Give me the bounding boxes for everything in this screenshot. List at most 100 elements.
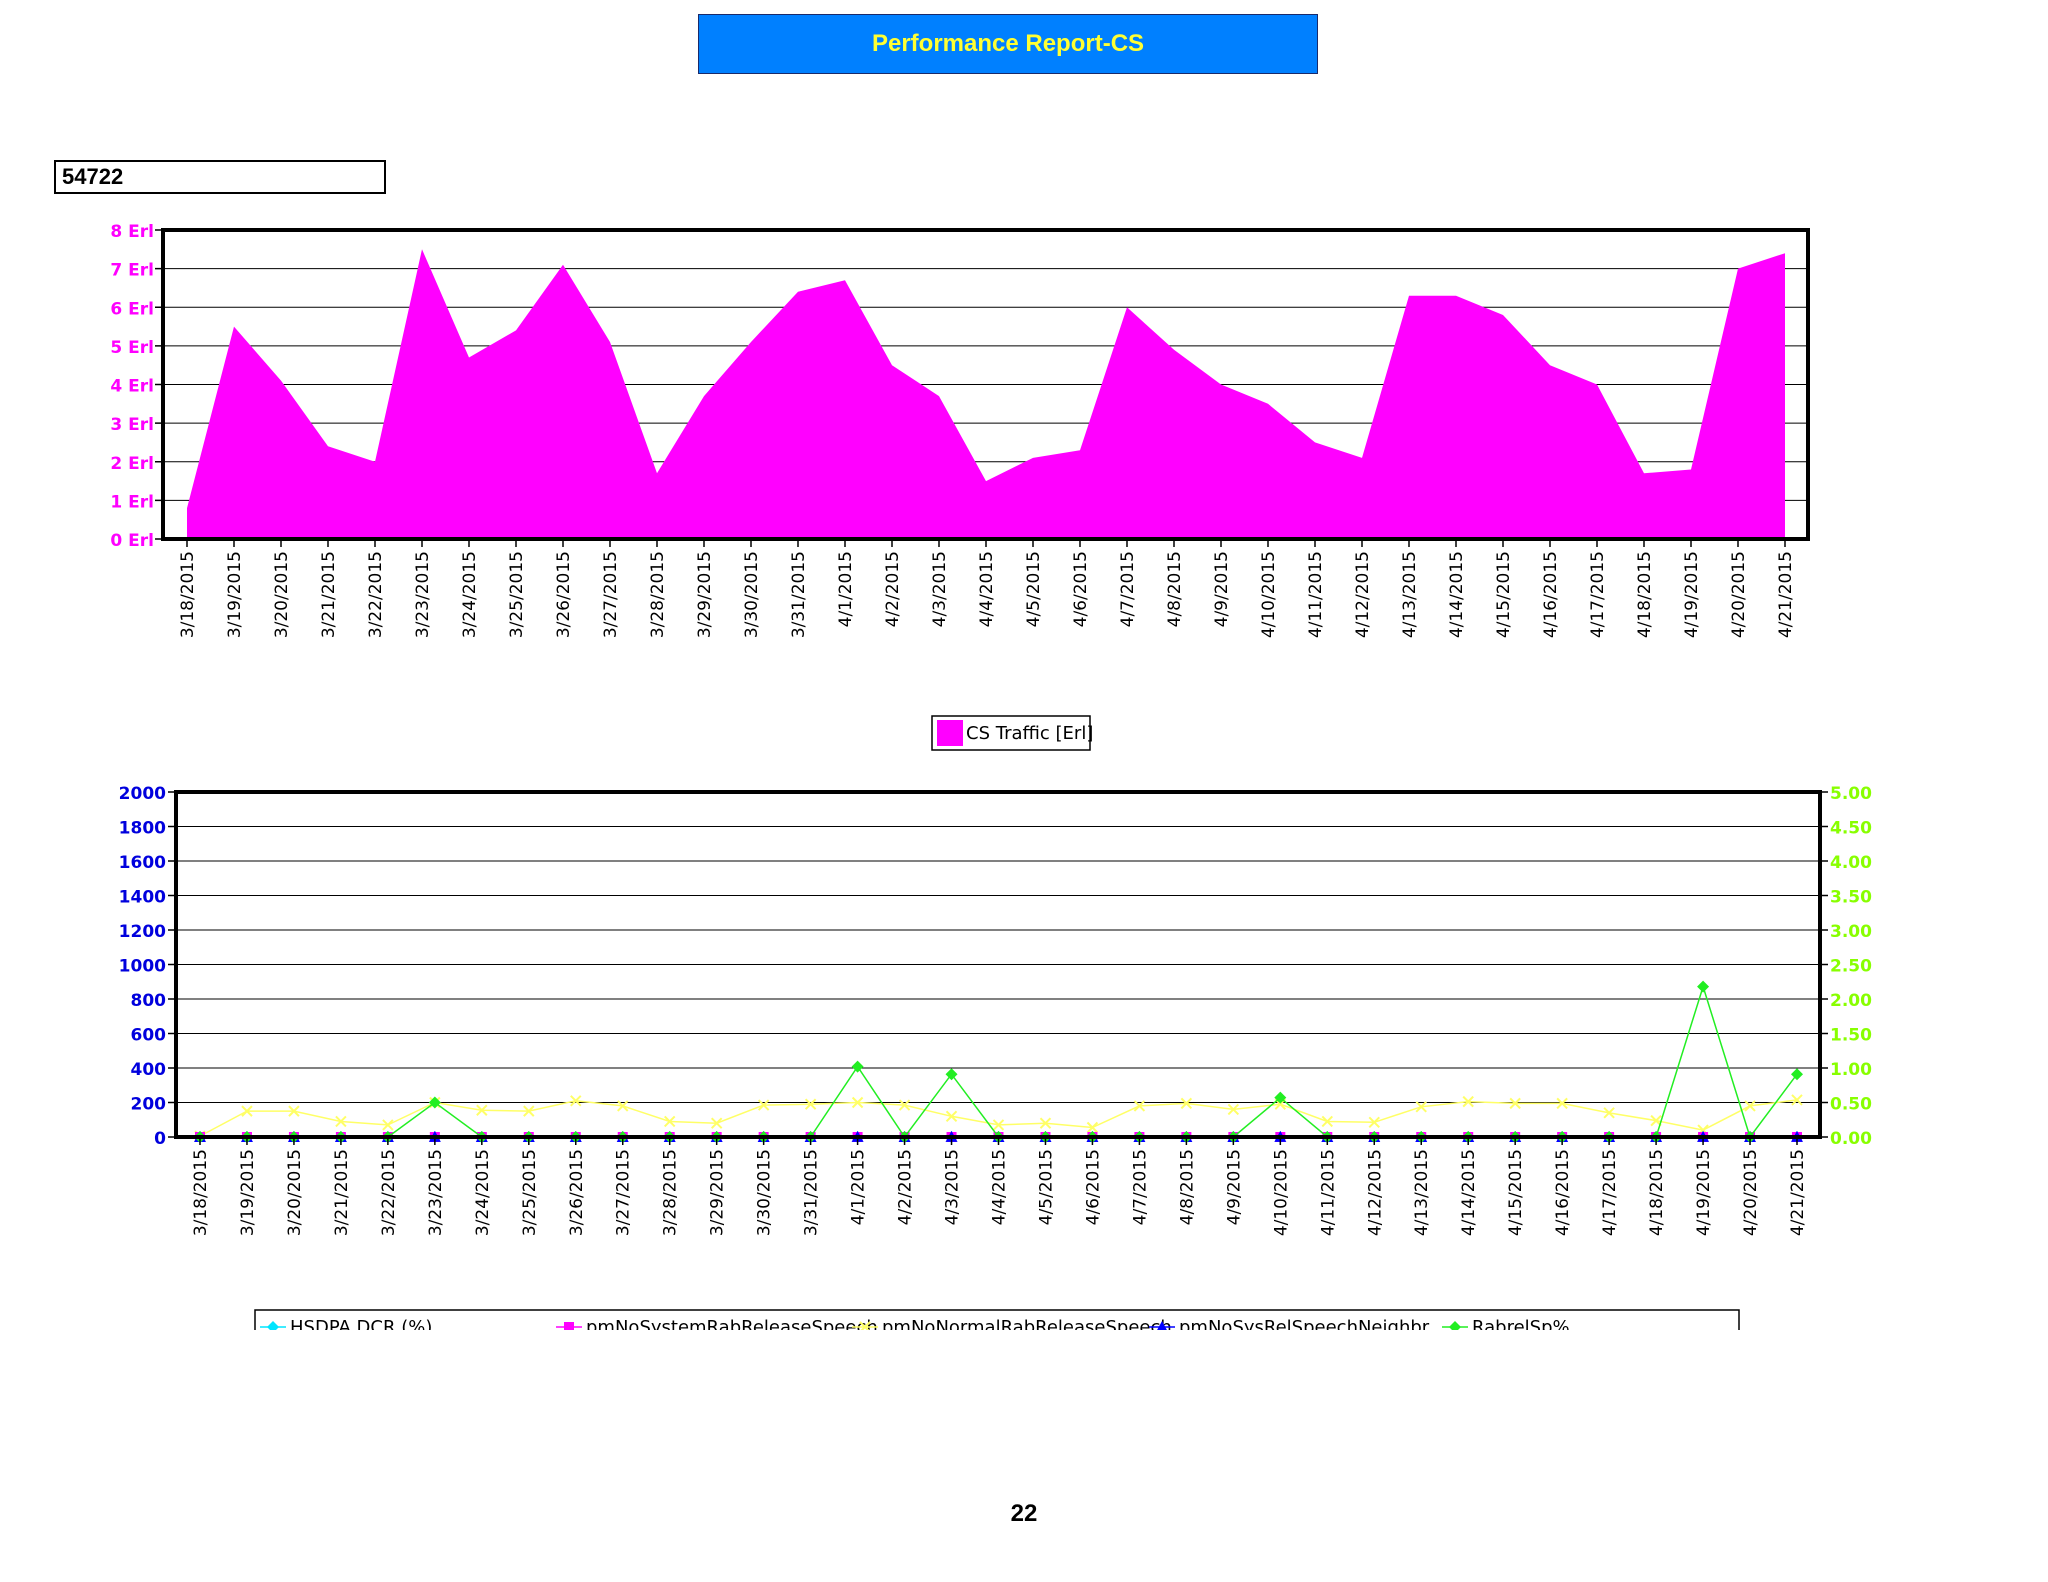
- x-tick-label: 3/25/2015: [520, 1149, 540, 1236]
- y-left-tick-label: 1600: [119, 853, 166, 873]
- x-tick-label: 4/16/2015: [1553, 1149, 1573, 1236]
- legend-pm-no-system-rab-release-speech-point: [564, 1322, 574, 1330]
- x-tick-label: 3/29/2015: [708, 1149, 728, 1236]
- y-left-tick-label: 200: [131, 1095, 167, 1115]
- x-tick-label: 4/7/2015: [1130, 1149, 1150, 1225]
- x-tick-label: 4/19/2015: [1682, 551, 1702, 638]
- x-tick-label: 4/10/2015: [1271, 1149, 1291, 1236]
- x-tick-label: 4/9/2015: [1224, 1149, 1244, 1225]
- y-right-tick-label: 4.00: [1830, 853, 1872, 873]
- x-tick-label: 4/8/2015: [1177, 1149, 1197, 1225]
- x-tick-label: 3/24/2015: [460, 551, 480, 638]
- y-right-tick-label: 0.00: [1830, 1129, 1872, 1149]
- pm-no-normal-rab-release-speech-point: [1039, 1117, 1052, 1129]
- x-tick-label: 3/23/2015: [413, 551, 433, 638]
- legend-label: HSDPA DCR (%): [290, 1317, 432, 1330]
- pm-no-normal-rab-release-speech-point: [851, 1096, 864, 1109]
- legend-label: pmNoSysRelSpeechNeighbr: [1179, 1317, 1430, 1330]
- x-tick-label: 3/23/2015: [426, 1149, 446, 1236]
- legend-swatch: [937, 720, 963, 746]
- pm-no-normal-rab-release-speech-point: [382, 1119, 394, 1131]
- rabrel-sp-point: [428, 1096, 441, 1109]
- x-tick-label: 3/21/2015: [332, 1149, 352, 1236]
- pm-no-normal-rab-release-speech-point: [1180, 1097, 1193, 1110]
- cs-traffic-area: [187, 249, 1785, 540]
- legend-label: pmNoNormalRabReleaseSpeech: [882, 1317, 1172, 1330]
- pm-no-normal-rab-release-speech-point: [288, 1105, 300, 1117]
- x-tick-label: 4/17/2015: [1600, 1149, 1620, 1236]
- legend-label: pmNoSystemRabReleaseSpeech: [586, 1317, 878, 1330]
- x-tick-label: 3/31/2015: [789, 551, 809, 638]
- x-tick-label: 4/2/2015: [896, 1149, 916, 1225]
- x-tick-label: 4/13/2015: [1400, 551, 1420, 638]
- x-tick-label: 3/18/2015: [191, 1149, 211, 1236]
- x-tick-label: 4/15/2015: [1506, 1149, 1526, 1236]
- pm-no-normal-rab-release-speech-point: [1556, 1097, 1568, 1110]
- rabrel-sp-point: [1697, 980, 1710, 993]
- x-tick-label: 4/5/2015: [1036, 1149, 1056, 1225]
- pm-no-normal-rab-release-speech-point: [663, 1115, 676, 1128]
- pm-no-normal-rab-release-speech-point: [1462, 1095, 1474, 1108]
- pm-no-normal-rab-release-speech-point: [1227, 1103, 1240, 1116]
- x-tick-label: 4/20/2015: [1741, 1149, 1761, 1236]
- y-left-tick-label: 1200: [119, 922, 166, 942]
- x-tick-label: 3/27/2015: [614, 1149, 634, 1236]
- rabrel-sp-point: [851, 1060, 864, 1073]
- x-tick-label: 4/6/2015: [1083, 1149, 1103, 1225]
- legend-label: RabrelSp%: [1472, 1317, 1570, 1330]
- pm-no-normal-rab-release-speech-point: [1086, 1121, 1099, 1134]
- report-title: Performance Report-CS: [871, 30, 1145, 57]
- x-tick-label: 4/1/2015: [836, 551, 856, 627]
- x-tick-label: 4/1/2015: [849, 1149, 869, 1225]
- x-tick-label: 3/19/2015: [225, 551, 245, 638]
- y-right-tick-label: 2.00: [1830, 991, 1872, 1011]
- legend-rabrel-sp-point: [1449, 1321, 1461, 1330]
- y-left-tick-label: 600: [131, 1026, 167, 1046]
- x-tick-label: 4/10/2015: [1259, 551, 1279, 638]
- y-right-tick-label: 0.50: [1830, 1095, 1872, 1115]
- x-tick-label: 4/18/2015: [1635, 551, 1655, 638]
- y-right-tick-label: 1.50: [1830, 1026, 1872, 1046]
- x-tick-label: 4/4/2015: [977, 551, 997, 627]
- legend-pm-no-sys-rel-speech-neighbr-point: [1157, 1321, 1167, 1330]
- x-tick-label: 4/19/2015: [1694, 1149, 1714, 1236]
- pm-no-normal-rab-release-speech-point: [1603, 1107, 1615, 1119]
- y-left-tick-label: 2000: [119, 784, 166, 804]
- x-tick-label: 4/15/2015: [1494, 551, 1514, 638]
- pm-no-normal-rab-release-speech-point: [1415, 1101, 1427, 1113]
- pm-no-normal-rab-release-speech-point: [617, 1100, 629, 1112]
- pm-no-normal-rab-release-speech-point: [1791, 1094, 1803, 1106]
- x-tick-label: 3/27/2015: [601, 551, 621, 638]
- x-tick-label: 4/8/2015: [1165, 551, 1185, 627]
- x-tick-label: 4/12/2015: [1353, 551, 1373, 638]
- x-tick-label: 4/3/2015: [943, 1149, 963, 1225]
- release-line-chart: 0 200 400 600 800 1000 1200 1400 1600 1800 2000 0.0…: [119, 784, 1872, 1330]
- x-tick-label: 4/12/2015: [1365, 1149, 1385, 1236]
- pm-no-normal-rab-release-speech-point: [241, 1105, 253, 1117]
- x-tick-label: 3/26/2015: [554, 551, 574, 638]
- site-id-box: 54722: [54, 160, 386, 194]
- y-right-tick-label: 1.00: [1830, 1060, 1872, 1080]
- x-tick-label: 4/14/2015: [1447, 551, 1467, 638]
- x-tick-label: 3/21/2015: [319, 551, 339, 638]
- pm-no-normal-rab-release-speech-point: [1321, 1115, 1333, 1128]
- pm-no-normal-rab-release-speech-point: [335, 1115, 347, 1128]
- cs-traffic-area-chart: 0 Erl 1 Erl 2 Erl 3 Erl 4 Erl 5 Erl 6 Erl 7 Erl…: [110, 222, 1810, 751]
- x-tick-label: 3/20/2015: [285, 1149, 305, 1236]
- y-tick-label: 6 Erl: [110, 299, 154, 319]
- pm-no-normal-rab-release-speech-point: [1744, 1100, 1756, 1112]
- x-tick-label: 4/11/2015: [1306, 551, 1326, 638]
- legend-hsdpa-dcr-point: [267, 1321, 279, 1330]
- y-tick-label: 2 Erl: [110, 454, 154, 474]
- y-left-tick-label: 800: [131, 991, 167, 1011]
- x-tick-label: 4/17/2015: [1588, 551, 1608, 638]
- x-tick-label: 3/29/2015: [695, 551, 715, 638]
- y-left-tick-label: 1800: [119, 819, 166, 839]
- x-tick-label: 3/28/2015: [648, 551, 668, 638]
- pm-no-normal-rab-release-speech-point: [757, 1099, 770, 1111]
- pm-no-normal-rab-release-speech-point: [992, 1119, 1005, 1131]
- y-right-tick-label: 4.50: [1830, 819, 1872, 839]
- x-tick-label: 4/4/2015: [990, 1149, 1010, 1225]
- x-tick-label: 4/21/2015: [1788, 1149, 1808, 1236]
- y-right-tick-label: 3.50: [1830, 888, 1872, 908]
